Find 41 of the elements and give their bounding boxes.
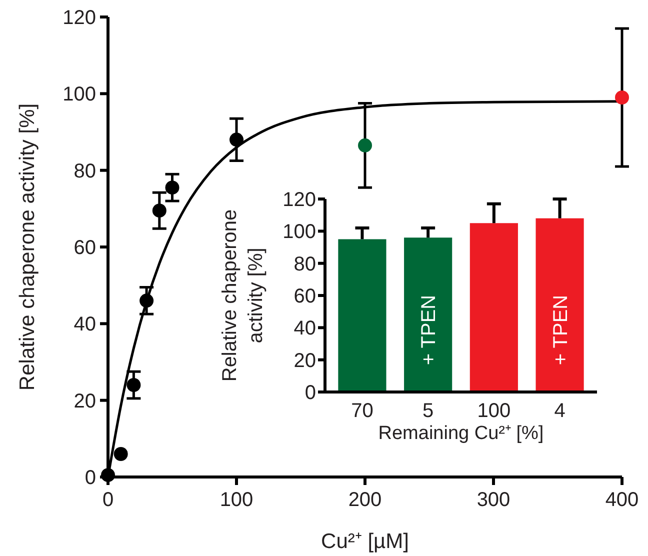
y-tick-label: 40 [74, 314, 96, 336]
y-tick-label: 100 [62, 84, 96, 106]
y-tick-label: 20 [294, 350, 316, 372]
y-axis-title: Relative chaperone activity [%] [219, 209, 267, 382]
y-tick-label: 120 [282, 189, 316, 211]
point [126, 378, 141, 392]
y-tick-label: 20 [74, 390, 96, 412]
y-tick-label: 80 [294, 253, 316, 276]
y-axis-title: Relative chaperone activity [%] [16, 103, 39, 391]
bar [404, 238, 452, 392]
x-tick-label: 100 [220, 489, 254, 511]
y-tick-label: 40 [294, 318, 316, 340]
bar [536, 218, 584, 392]
annotation: + TPEN [418, 294, 440, 366]
annotation: + TPEN [550, 294, 572, 366]
point [165, 180, 180, 195]
x-axis-title: Cu²⁺ [µM] [321, 530, 409, 553]
point [358, 138, 372, 152]
y-tick-label: 60 [294, 286, 316, 308]
bar [470, 223, 518, 392]
x-tick-label: 70 [351, 400, 374, 422]
x-tick-label: 300 [476, 489, 510, 511]
point [615, 90, 629, 104]
point [114, 447, 128, 461]
point [152, 204, 166, 218]
y-tick-label: 100 [282, 221, 316, 244]
y-tick-label: 120 [62, 7, 96, 29]
y-tick-label: 0 [304, 382, 316, 404]
x-tick-label: 400 [605, 489, 639, 511]
x-tick-label: 0 [102, 489, 114, 511]
x-tick-label: 5 [422, 400, 434, 422]
x-tick-label: 100 [477, 400, 511, 422]
point [230, 132, 244, 147]
y-tick-label: 0 [84, 467, 96, 489]
y-tick-label: 60 [74, 237, 96, 259]
x-tick-label: 200 [348, 489, 382, 511]
y-tick-label: 80 [74, 160, 96, 182]
x-axis-title: Remaining Cu²⁺ [%] [378, 423, 544, 444]
point [140, 294, 154, 308]
x-tick-label: 4 [554, 400, 566, 422]
bar [338, 239, 386, 392]
